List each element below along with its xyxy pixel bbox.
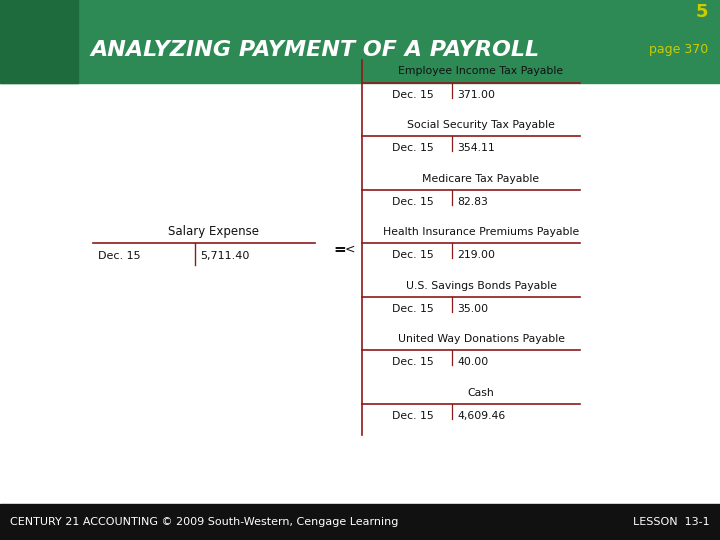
Text: LESSON  13-1: LESSON 13-1 bbox=[634, 517, 710, 527]
Text: Dec. 15: Dec. 15 bbox=[392, 357, 433, 367]
Text: Dec. 15: Dec. 15 bbox=[392, 250, 433, 260]
Text: Employee Income Tax Payable: Employee Income Tax Payable bbox=[398, 66, 564, 77]
Text: 219.00: 219.00 bbox=[457, 250, 495, 260]
Text: ANALYZING PAYMENT OF A PAYROLL: ANALYZING PAYMENT OF A PAYROLL bbox=[90, 39, 539, 59]
Bar bbox=[0, 504, 720, 540]
Text: Salary Expense: Salary Expense bbox=[168, 225, 259, 238]
Text: 371.00: 371.00 bbox=[457, 90, 495, 99]
Text: Health Insurance Premiums Payable: Health Insurance Premiums Payable bbox=[383, 227, 579, 237]
Text: <: < bbox=[345, 242, 355, 255]
Text: Dec. 15: Dec. 15 bbox=[392, 143, 433, 153]
Text: Cash: Cash bbox=[467, 388, 495, 398]
Text: 5: 5 bbox=[696, 3, 708, 21]
Text: CENTURY 21 ACCOUNTING © 2009 South-Western, Cengage Learning: CENTURY 21 ACCOUNTING © 2009 South-Weste… bbox=[10, 517, 398, 527]
Text: Dec. 15: Dec. 15 bbox=[392, 90, 433, 99]
Bar bbox=[0, 0, 78, 83]
Text: =: = bbox=[333, 241, 346, 256]
Text: Dec. 15: Dec. 15 bbox=[392, 197, 433, 207]
Text: 4,609.46: 4,609.46 bbox=[457, 411, 505, 421]
Text: Dec. 15: Dec. 15 bbox=[392, 411, 433, 421]
Bar bbox=[0, 0, 720, 83]
Text: Dec. 15: Dec. 15 bbox=[98, 251, 140, 261]
Text: Medicare Tax Payable: Medicare Tax Payable bbox=[423, 174, 539, 184]
Text: 354.11: 354.11 bbox=[457, 143, 495, 153]
Text: 35.00: 35.00 bbox=[457, 304, 488, 314]
Text: page 370: page 370 bbox=[649, 43, 708, 56]
Text: United Way Donations Payable: United Way Donations Payable bbox=[397, 334, 564, 345]
Text: Social Security Tax Payable: Social Security Tax Payable bbox=[407, 120, 555, 130]
Text: U.S. Savings Bonds Payable: U.S. Savings Bonds Payable bbox=[405, 281, 557, 291]
Text: 82.83: 82.83 bbox=[457, 197, 488, 207]
Text: 40.00: 40.00 bbox=[457, 357, 488, 367]
Text: Dec. 15: Dec. 15 bbox=[392, 304, 433, 314]
Text: 5,711.40: 5,711.40 bbox=[200, 251, 249, 261]
